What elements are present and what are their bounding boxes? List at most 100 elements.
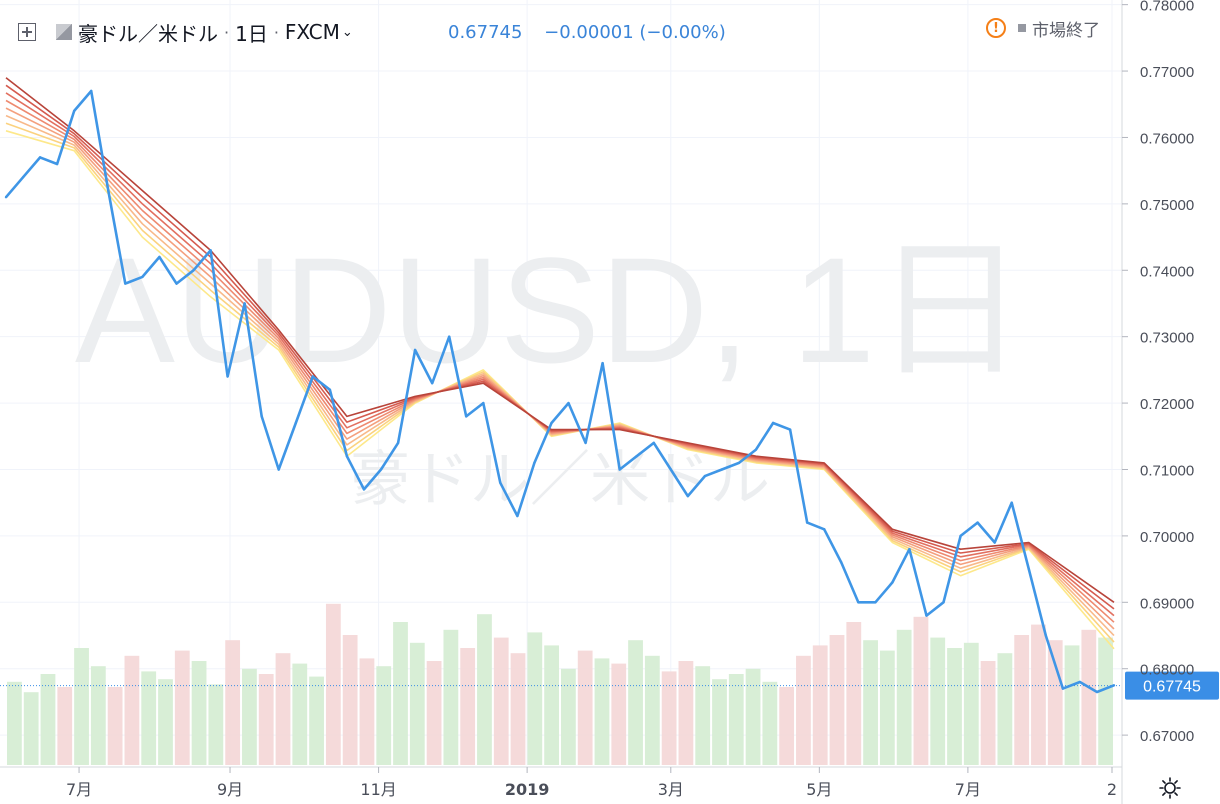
volume-bar [460,648,476,765]
volume-bar [275,653,291,765]
volume-bar [997,653,1013,765]
price-point [294,421,297,425]
y-tick-label: 0.78000 [1140,0,1194,15]
x-tick-label: 2 [1107,780,1117,799]
price-point [345,455,349,458]
price-point [635,455,638,458]
volume-bar [695,666,711,765]
price-point [1044,634,1048,637]
x-tick-label: 5月 [806,780,832,799]
price-point [311,375,315,378]
x-tick-label: 9月 [217,780,243,799]
volume-bar [796,655,811,765]
symbol-header: 豪ドル／米ドル · 1日 · FXCM ⌄ [18,14,353,50]
gear-icon[interactable] [1158,776,1182,800]
volume-bar [628,640,643,765]
volume-bar [342,635,358,765]
last-price-value: 0.67745 [448,22,523,43]
volume-bar [561,668,576,765]
volume-bar [762,681,778,765]
volume-bar [829,635,845,765]
volume-bar [644,655,660,765]
price-point [516,514,519,518]
y-tick-label: 0.77000 [1140,64,1194,81]
volume-bar [107,687,123,765]
volume-bar [1047,640,1063,765]
separator-dot: · [273,22,279,42]
volume-bar [57,687,73,765]
price-point [703,474,707,478]
volume-bar [359,658,375,765]
volume-bar [7,681,22,765]
x-tick-label: 2019 [505,780,550,799]
volume-bar [611,663,627,765]
price-point [379,468,383,471]
chart-watermark: AUDUSD, 1日 豪ドル／米ドル [75,226,1025,515]
volume-bar [728,674,744,765]
price-point [38,156,42,159]
price-point [90,89,93,93]
interval-label[interactable]: 1日 [235,21,268,46]
volume-bar [1064,645,1080,765]
price-point [959,534,962,538]
price-series[interactable] [4,89,1116,694]
volume-bars [7,603,1113,765]
price-point [243,302,246,305]
volume-bar [443,629,459,765]
price-point [993,541,996,544]
price-point [840,561,843,564]
volume-bar [812,645,828,765]
ema-line [5,99,1115,623]
volume-bar [158,679,173,765]
volume-bar [90,666,106,765]
volume-bar [1014,635,1030,765]
symbol-name[interactable]: 豪ドル／米ドル [78,21,218,46]
price-point [823,528,826,531]
volume-bar [191,661,207,765]
price-point [908,547,911,551]
volume-bar [23,692,39,765]
chevron-down-icon[interactable]: ⌄ [341,24,353,40]
price-point [686,494,690,498]
price-point [925,614,928,617]
price-point [533,461,536,465]
price-point [720,468,724,471]
volume-bar [309,676,324,765]
price-point [499,481,502,484]
volume-bar [661,671,677,765]
price-point [1027,567,1030,571]
price-point [618,468,621,471]
warning-icon[interactable]: ! [986,18,1006,38]
volume-bar [913,616,929,765]
market-status[interactable]: ! 市場終了 [986,14,1100,42]
price-point [1010,501,1013,504]
volume-bar [930,637,946,765]
price-point [55,162,59,166]
y-tick-label: 0.74000 [1140,263,1194,280]
volume-bar [409,642,425,765]
ema-ribbon [5,77,1115,650]
volume-bar [292,663,308,765]
price-point [413,348,417,352]
last-price-tag-label: 0.67745 [1143,679,1201,696]
volume-bar [510,653,526,765]
y-tick-label: 0.72000 [1140,396,1194,413]
volume-bar [242,668,257,765]
volume-bar [225,640,241,765]
x-tick-label: 7月 [66,780,92,799]
volume-bar [863,640,878,765]
volume-bar [527,632,543,765]
price-point [192,269,195,272]
price-point [465,415,468,418]
price-point [277,468,280,471]
price-point [328,388,332,392]
exchange-label[interactable]: FXCM [284,20,340,44]
price-point [1078,680,1082,684]
y-axis: 0.78000 0.77000 0.76000 0.75000 0.74000 0.730… [1121,0,1194,804]
y-tick-label: 0.69000 [1140,595,1194,612]
price-point [448,335,451,338]
volume-bar [393,622,408,765]
separator-dot: · [224,22,230,42]
plus-icon[interactable] [18,23,36,41]
